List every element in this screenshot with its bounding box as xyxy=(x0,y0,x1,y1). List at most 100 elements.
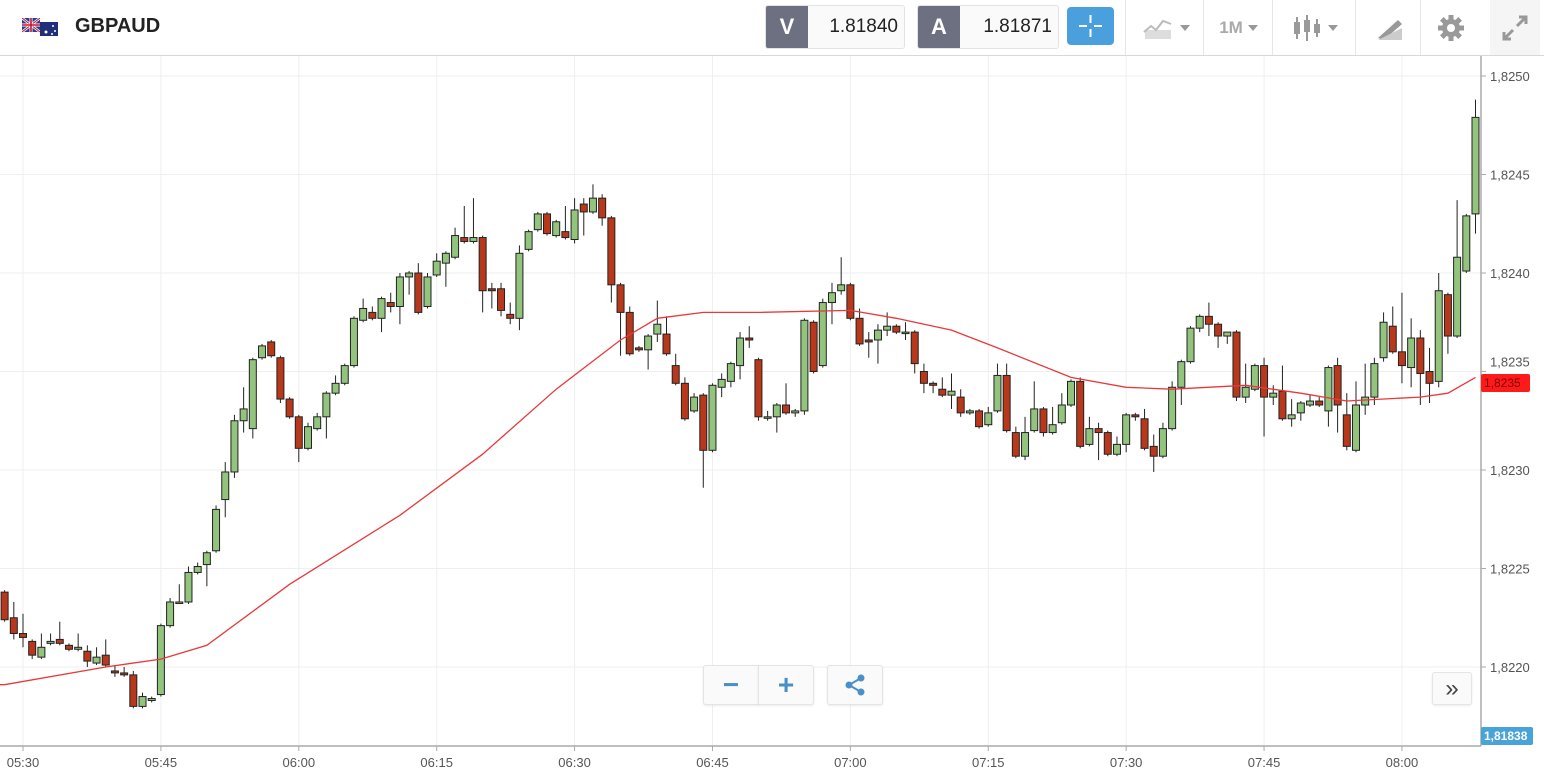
crosshair-button[interactable] xyxy=(1067,7,1114,45)
candle-up xyxy=(772,404,781,418)
candle-up xyxy=(570,209,579,241)
zoom-out-button[interactable]: − xyxy=(703,665,759,705)
candle-up xyxy=(1407,337,1416,369)
candle-down xyxy=(929,382,938,386)
candle-down xyxy=(745,337,754,341)
candle-down xyxy=(1140,418,1149,449)
y-tick-label: 1,8250 xyxy=(1490,69,1530,84)
candle-up xyxy=(1453,256,1462,337)
candle-up xyxy=(736,337,745,367)
candle-down xyxy=(579,203,588,213)
candle-down xyxy=(699,394,708,451)
candle-up xyxy=(138,696,147,707)
candle-down xyxy=(285,398,294,418)
candle-up xyxy=(303,426,312,449)
candle-up xyxy=(1296,402,1305,414)
candle-up xyxy=(377,298,386,319)
candle-up xyxy=(147,698,156,701)
x-tick-label: 06:45 xyxy=(696,755,729,770)
candle-up xyxy=(74,646,83,650)
fullscreen-button[interactable] xyxy=(1490,0,1540,55)
drawing-tools-button[interactable] xyxy=(1355,0,1421,55)
candle-style-dropdown[interactable] xyxy=(1272,0,1356,55)
x-tick-label: 06:15 xyxy=(420,755,453,770)
candle-up xyxy=(837,284,846,292)
candle-up xyxy=(873,329,882,341)
symbol-title: GBPAUD xyxy=(75,15,161,37)
candle-up xyxy=(1269,392,1278,398)
zoom-in-button[interactable]: + xyxy=(758,665,814,705)
timeframe-dropdown[interactable]: 1M xyxy=(1203,0,1273,55)
candle-up xyxy=(359,307,368,321)
candle-down xyxy=(101,654,110,666)
x-tick-label: 05:30 xyxy=(7,755,40,770)
candle-up xyxy=(818,302,827,367)
candle-up xyxy=(1085,428,1094,445)
candle-up xyxy=(239,408,248,422)
candle-up xyxy=(1462,215,1471,272)
sell-quote-button[interactable]: V 1.81840 xyxy=(765,5,905,49)
candle-up xyxy=(1195,315,1204,329)
candle-down xyxy=(110,670,119,674)
candle-up xyxy=(1306,400,1315,406)
candle-down xyxy=(267,341,276,357)
candle-up xyxy=(1030,408,1039,432)
candle-up xyxy=(313,416,322,430)
candle-down xyxy=(938,388,947,396)
candle-down xyxy=(1397,351,1406,367)
candle-down xyxy=(809,321,818,372)
candle-down xyxy=(680,382,689,420)
candle-down xyxy=(671,365,680,384)
candle-down xyxy=(55,638,64,644)
candle-up xyxy=(166,601,175,627)
candlestick-icon xyxy=(1294,14,1320,41)
chevron-down-icon xyxy=(1247,24,1258,31)
candle-down xyxy=(1214,323,1223,337)
candle-down xyxy=(460,237,469,242)
current-price-tag: 1,81838 xyxy=(1481,727,1533,745)
candle-up xyxy=(717,378,726,388)
candle-up xyxy=(340,365,349,384)
candle-down xyxy=(129,674,138,707)
candle-up xyxy=(230,420,239,473)
candle-down xyxy=(487,288,496,292)
candle-up xyxy=(212,508,221,552)
candle-down xyxy=(506,313,515,319)
x-tick-label: 06:00 xyxy=(283,755,316,770)
settings-button[interactable] xyxy=(1420,0,1481,55)
candle-up xyxy=(644,335,653,351)
candle-down xyxy=(28,640,37,656)
candle-down xyxy=(1094,428,1103,434)
expand-icon xyxy=(1502,15,1528,40)
y-tick-label: 1,8235 xyxy=(1490,355,1530,370)
candle-up xyxy=(395,276,404,307)
candle-up xyxy=(1287,414,1296,420)
candle-down xyxy=(1315,400,1324,406)
candle-up xyxy=(248,359,257,430)
candle-up xyxy=(37,646,46,658)
candle-up xyxy=(202,552,211,566)
chart-type-dropdown[interactable] xyxy=(1125,0,1204,55)
candle-up xyxy=(349,317,358,367)
candle-down xyxy=(598,197,607,219)
candle-up xyxy=(533,213,542,231)
candle-down xyxy=(1149,445,1158,457)
candle-down xyxy=(1039,408,1048,434)
candle-down xyxy=(120,672,129,676)
chart-header: GBPAUD V 1.81840 A 1.81871 1M xyxy=(0,0,1544,56)
candle-down xyxy=(1232,331,1241,398)
candle-up xyxy=(1158,428,1167,457)
candle-down xyxy=(634,347,643,351)
y-tick-label: 1,8225 xyxy=(1490,562,1530,577)
scroll-to-latest-button[interactable]: » xyxy=(1432,672,1472,705)
candle-up xyxy=(947,390,956,396)
candle-up xyxy=(1471,116,1480,215)
candle-up xyxy=(1250,365,1259,390)
candle-up xyxy=(1048,424,1057,434)
buy-quote-button[interactable]: A 1.81871 xyxy=(917,5,1059,49)
share-button[interactable] xyxy=(827,665,883,705)
candle-up xyxy=(1021,432,1030,457)
gear-icon xyxy=(1438,14,1464,41)
candle-up xyxy=(1241,386,1250,398)
